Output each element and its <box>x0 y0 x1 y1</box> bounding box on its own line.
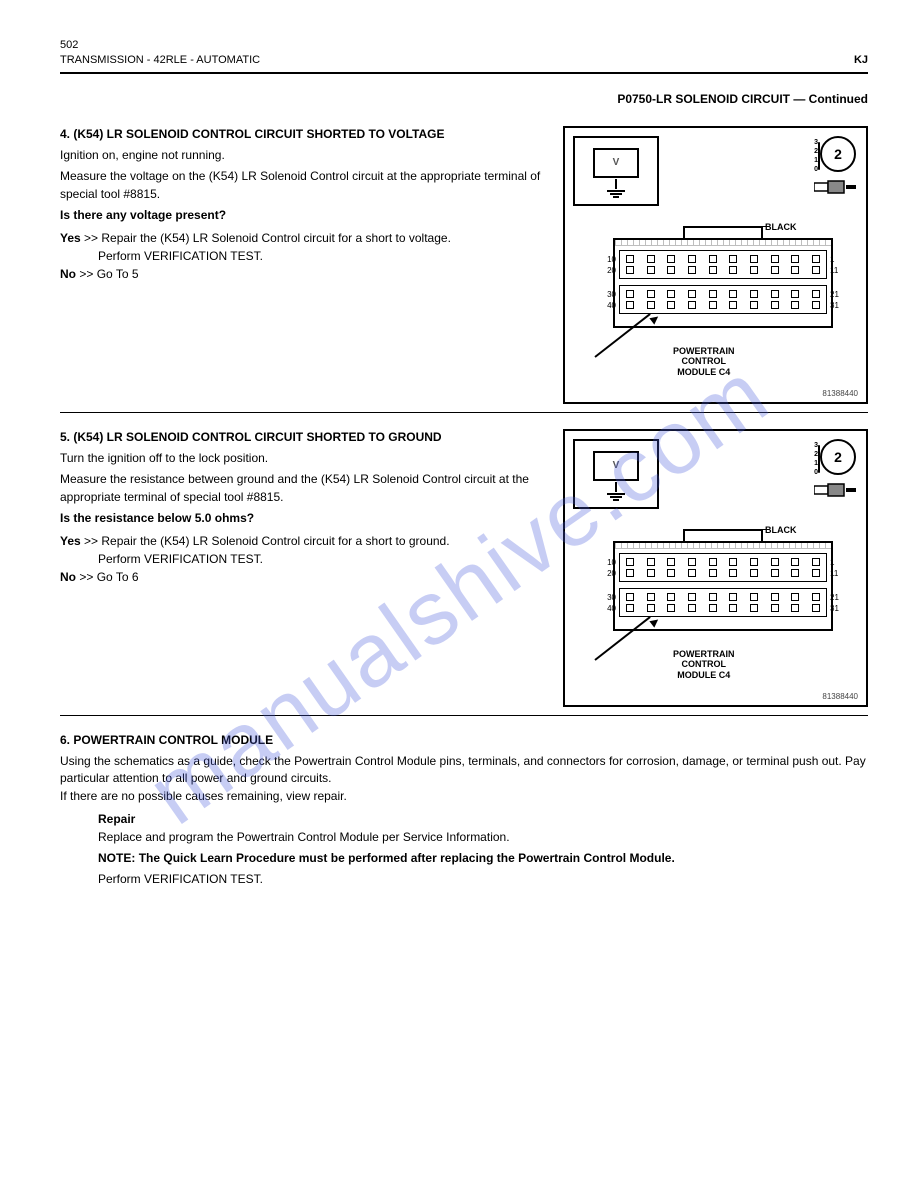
test4-line1: Ignition on, engine not running. <box>60 147 545 164</box>
test4-yes-verify: Perform VERIFICATION TEST. <box>60 247 545 265</box>
header-platform: KJ <box>854 53 868 68</box>
test6-note: NOTE: The Quick Learn Procedure must be … <box>60 850 868 867</box>
test6-title: 6. POWERTRAIN CONTROL MODULE <box>60 732 868 749</box>
ignition-key-icon: 3 2 1 0 2 <box>820 136 856 172</box>
header-section: TRANSMISSION - 42RLE - AUTOMATIC <box>60 53 260 68</box>
test4-yes: Yes >> Repair the (K54) LR Solenoid Cont… <box>60 229 545 247</box>
voltmeter-icon: V <box>573 439 659 509</box>
test6-line1: Using the schematics as a guide, check t… <box>60 753 868 788</box>
test6-repair: Repair Replace and program the Powertrai… <box>60 811 868 846</box>
test4-question: Is there any voltage present? <box>60 207 545 224</box>
test5-line1: Turn the ignition off to the lock positi… <box>60 450 545 467</box>
header-continued: P0750-LR SOLENOID CIRCUIT — Continued <box>60 92 868 106</box>
test5-yes-verify: Perform VERIFICATION TEST. <box>60 550 545 568</box>
test5-question: Is the resistance below 5.0 ohms? <box>60 510 545 527</box>
page-header: 502 TRANSMISSION - 42RLE - AUTOMATIC KJ <box>60 38 868 74</box>
figure-id: 81388440 <box>822 692 858 701</box>
header-page-number: 502 <box>60 38 78 53</box>
test5-title: 5. (K54) LR SOLENOID CONTROL CIRCUIT SHO… <box>60 429 545 446</box>
test6-block: 6. POWERTRAIN CONTROL MODULE Using the s… <box>60 732 868 889</box>
connector-diagram: 1020 111 3040 2131 <box>573 216 858 396</box>
figure-test5: V 3 2 1 0 2 <box>563 429 868 707</box>
probe-icon <box>814 180 858 194</box>
voltmeter-icon: V <box>573 136 659 206</box>
figure-test4: V 3 2 1 0 2 <box>563 126 868 404</box>
test4-title: 4. (K54) LR SOLENOID CONTROL CIRCUIT SHO… <box>60 126 545 143</box>
ignition-key-icon: 3 2 1 0 2 <box>820 439 856 475</box>
test5-no: No >> Go To 6 <box>60 568 545 586</box>
test5-block: 5. (K54) LR SOLENOID CONTROL CIRCUIT SHO… <box>60 429 545 586</box>
test6-line2: If there are no possible causes remainin… <box>60 788 868 805</box>
probe-icon <box>814 483 858 497</box>
test6-verify: Perform VERIFICATION TEST. <box>60 871 868 888</box>
test4-line2: Measure the voltage on the (K54) LR Sole… <box>60 168 545 203</box>
connector-diagram: 1020 111 3040 2131 <box>573 519 858 699</box>
test4-block: 4. (K54) LR SOLENOID CONTROL CIRCUIT SHO… <box>60 126 545 283</box>
figure-id: 81388440 <box>822 389 858 398</box>
test4-no: No >> Go To 5 <box>60 265 545 283</box>
test5-line2: Measure the resistance between ground an… <box>60 471 545 506</box>
test5-yes: Yes >> Repair the (K54) LR Solenoid Cont… <box>60 532 545 550</box>
